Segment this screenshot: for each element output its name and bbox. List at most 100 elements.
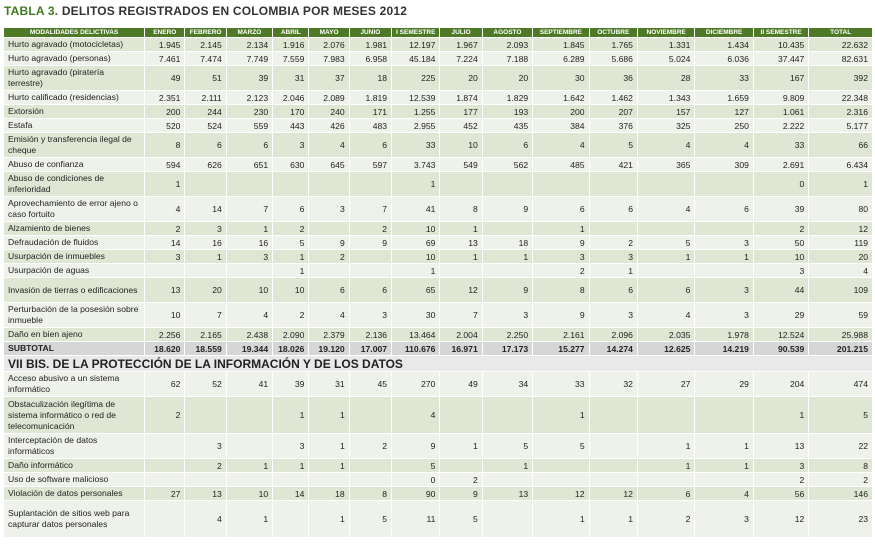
cell-value	[308, 472, 350, 487]
cell-value: 171	[348, 104, 393, 119]
cell-value: 12	[808, 221, 873, 236]
table-row: Defraudación de fluidos 14 16 16 5 9 9 69 13 18 9 2…	[2, 235, 873, 250]
cell-value: 452	[439, 118, 483, 133]
cell-value: 1.255	[391, 104, 441, 119]
cell-value: 8	[532, 277, 590, 303]
cell-value: 6	[588, 196, 638, 222]
cell-value	[144, 263, 186, 278]
cell-value: 28	[636, 65, 696, 91]
cell-value	[144, 472, 186, 487]
cell-value	[588, 171, 638, 197]
cell-value: 59	[808, 302, 873, 328]
row-label: Abuso de confianza	[2, 157, 146, 172]
section-heading-row: VII BIS. DE LA PROTECCIÓN DE LA INFORMAC…	[3, 355, 873, 372]
cell-value: 9	[481, 277, 534, 303]
cell-value: 2	[308, 249, 350, 264]
cell-value: 2.161	[532, 327, 590, 342]
cell-value: 6.289	[532, 51, 590, 66]
cell-value: 6	[348, 132, 393, 158]
cell-value: 4	[636, 302, 696, 328]
cell-value: 16	[225, 235, 274, 250]
cell-value: 204	[752, 371, 810, 397]
cell-value: 51	[184, 65, 227, 91]
cell-value: 5	[588, 132, 638, 158]
cell-value: 559	[225, 118, 274, 133]
cell-value: 170	[272, 104, 310, 119]
cell-value: 3.743	[391, 157, 441, 172]
section-heading: VII BIS. DE LA PROTECCIÓN DE LA INFORMAC…	[3, 355, 873, 372]
cell-value: 6.434	[808, 157, 873, 172]
cell-value: 2	[439, 472, 483, 487]
cell-value	[225, 263, 274, 278]
table-row: Usurpación de aguas 1 1 2 1 3 4	[2, 263, 873, 278]
cell-value	[636, 171, 696, 197]
cell-value: 20	[184, 277, 227, 303]
cell-value: 1	[225, 500, 274, 538]
cell-value: 2.379	[308, 327, 350, 342]
table-row: Extorsión 200 244 230 170 240 171 1.255 177 193 20…	[2, 104, 873, 119]
cell-value: 4	[808, 263, 873, 278]
cell-value: 13	[144, 277, 186, 303]
subtotal-row: SUBTOTAL 18.620 18.559 19.344 18.026 19.120 17…	[2, 341, 873, 356]
cell-value: 3	[184, 221, 227, 236]
cell-value: 1	[308, 433, 350, 459]
cell-value: 1.462	[588, 90, 638, 105]
cell-value: 6	[184, 132, 227, 158]
cell-value: 193	[481, 104, 534, 119]
row-label: Aprovechamiento de error ajeno o caso fo…	[2, 196, 146, 222]
cell-value: 31	[308, 371, 350, 397]
cell-value: 2	[144, 396, 186, 434]
cell-value: 15.277	[532, 341, 590, 356]
cell-value: 18	[348, 65, 393, 91]
row-label: Defraudación de fluidos	[2, 235, 146, 250]
cell-value: 1.978	[694, 327, 754, 342]
cell-value: 4	[225, 302, 274, 328]
cell-value	[144, 433, 186, 459]
cell-value: 1	[308, 396, 350, 434]
table-row: Aprovechamiento de error ajeno o caso fo…	[2, 196, 873, 222]
cell-value: 3	[144, 249, 186, 264]
cell-value	[481, 171, 534, 197]
cell-value: 4	[144, 196, 186, 222]
table-row: Uso de software malicioso 0 2 2 2	[2, 472, 873, 487]
cell-value: 6	[636, 486, 696, 501]
cell-value: 8	[348, 486, 393, 501]
row-label: Daño en bien ajeno	[2, 327, 146, 342]
cell-value	[348, 472, 393, 487]
cell-value: 8	[439, 196, 483, 222]
cell-value: 177	[439, 104, 483, 119]
cell-value	[308, 221, 350, 236]
cell-value: 9	[391, 433, 441, 459]
cell-value	[272, 500, 310, 538]
cell-value: 3	[225, 249, 274, 264]
table-row: Alzamiento de bienes 2 3 1 2 2 10 1 1 2 12	[2, 221, 873, 236]
cell-value: 1	[752, 396, 810, 434]
cell-value: 2	[588, 235, 638, 250]
cell-value: 0	[391, 472, 441, 487]
cell-value: 13	[439, 235, 483, 250]
cell-value: 2.134	[225, 37, 274, 52]
cell-value: 18	[481, 235, 534, 250]
cell-value: 6	[272, 196, 310, 222]
cell-value: 12	[752, 500, 810, 538]
cell-value: 4	[308, 132, 350, 158]
cell-value: 27	[144, 486, 186, 501]
cell-value: 13	[481, 486, 534, 501]
cell-value: 13	[752, 433, 810, 459]
column-header: MODALIDADES DELICTIVAS	[2, 27, 146, 38]
column-header: I SEMESTRE	[391, 27, 441, 38]
cell-value: 1	[184, 249, 227, 264]
cell-value	[184, 396, 227, 434]
column-header: NOVIEMBRE	[636, 27, 696, 38]
table-row: Suplantación de sitios web para capturar…	[2, 500, 873, 538]
cell-value: 9	[308, 235, 350, 250]
cell-value: 483	[348, 118, 393, 133]
cell-value: 6	[694, 196, 754, 222]
cell-value: 2	[272, 302, 310, 328]
cell-value: 4	[636, 196, 696, 222]
cell-value: 4	[308, 302, 350, 328]
cell-value: 20	[439, 65, 483, 91]
cell-value: 5	[348, 500, 393, 538]
column-header: AGOSTO	[481, 27, 534, 38]
cell-value: 52	[184, 371, 227, 397]
